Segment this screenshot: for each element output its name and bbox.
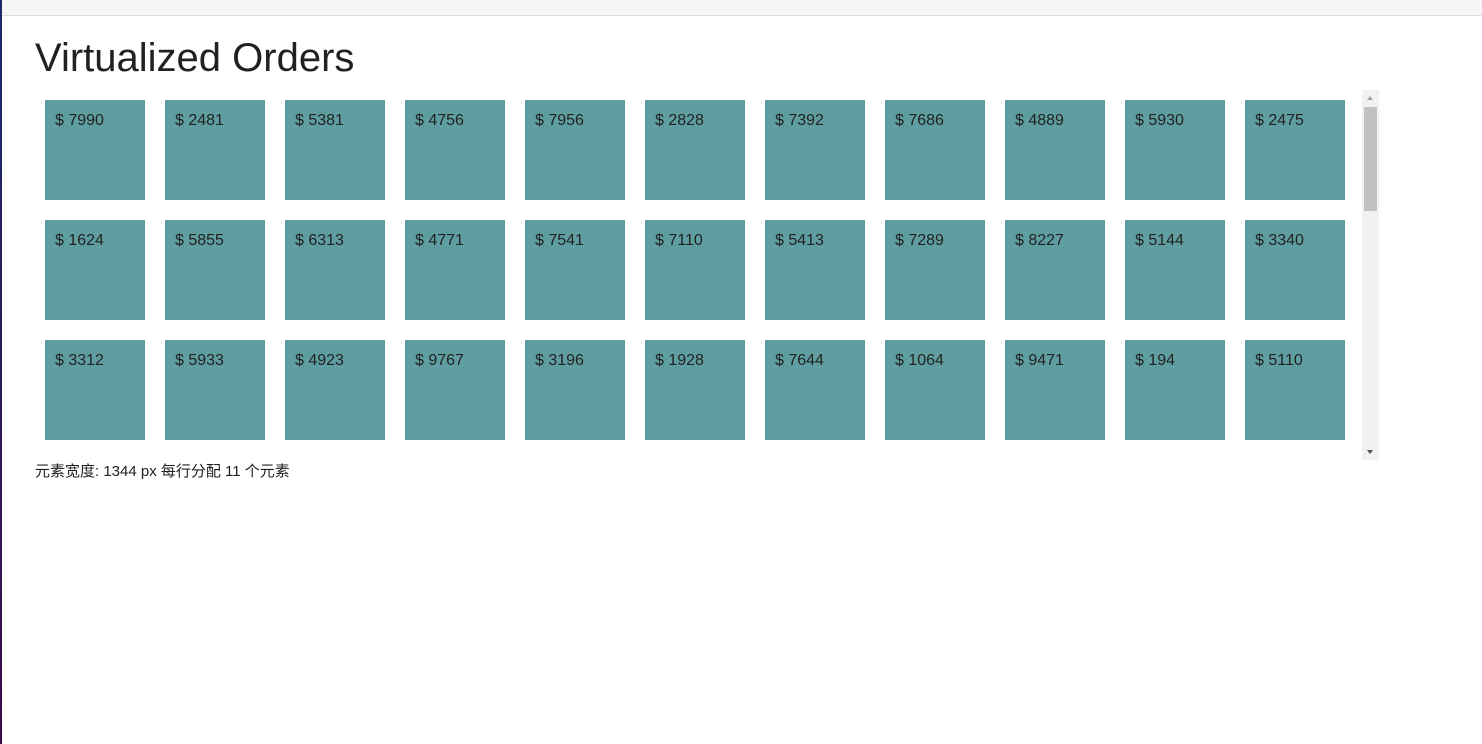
order-tile: $ 5930 [1125,100,1225,200]
order-tile: $ 194 [1125,340,1225,440]
top-bar [2,0,1482,16]
order-tile: $ 7110 [645,220,745,320]
order-tile: $ 5413 [765,220,865,320]
order-tile: $ 9471 [1005,340,1105,440]
order-tile: $ 5110 [1245,340,1345,440]
order-tile: $ 7686 [885,100,985,200]
status-text: 元素宽度: 1344 px 每行分配 11 个元素 [35,463,290,480]
order-tile: $ 4923 [285,340,385,440]
order-tile: $ 8227 [1005,220,1105,320]
order-tile: $ 9767 [405,340,505,440]
scroll-up[interactable] [1367,96,1373,100]
scrollbar[interactable] [1362,90,1379,460]
order-tile: $ 4771 [405,220,505,320]
scroll-thumb[interactable] [1364,107,1377,211]
order-tile: $ 7541 [525,220,625,320]
order-tile: $ 7644 [765,340,865,440]
order-grid: $ 7990 $ 2481 $ 5381 $ 4756 $ 7956 $ 2828 $ 73… [35,90,1379,460]
order-tile: $ 7289 [885,220,985,320]
order-tile: $ 3312 [45,340,145,440]
page-title: Virtualized Orders [35,36,355,80]
order-tile: $ 3340 [1245,220,1345,320]
order-tile: $ 3196 [525,340,625,440]
order-tile: $ 5855 [165,220,265,320]
order-tile: $ 1928 [645,340,745,440]
scroll-down[interactable] [1367,450,1373,454]
order-tile: $ 5381 [285,100,385,200]
order-tile: $ 2475 [1245,100,1345,200]
order-tile: $ 6313 [285,220,385,320]
order-tile: $ 1064 [885,340,985,440]
order-tile: $ 2481 [165,100,265,200]
order-tile: $ 5933 [165,340,265,440]
order-tile: $ 1624 [45,220,145,320]
order-tile: $ 7392 [765,100,865,200]
order-tile: $ 4756 [405,100,505,200]
window-edge [0,0,2,744]
order-tile: $ 4889 [1005,100,1105,200]
order-tile: $ 7956 [525,100,625,200]
order-tile: $ 7990 [45,100,145,200]
order-tile: $ 2828 [645,100,745,200]
order-tile: $ 5144 [1125,220,1225,320]
